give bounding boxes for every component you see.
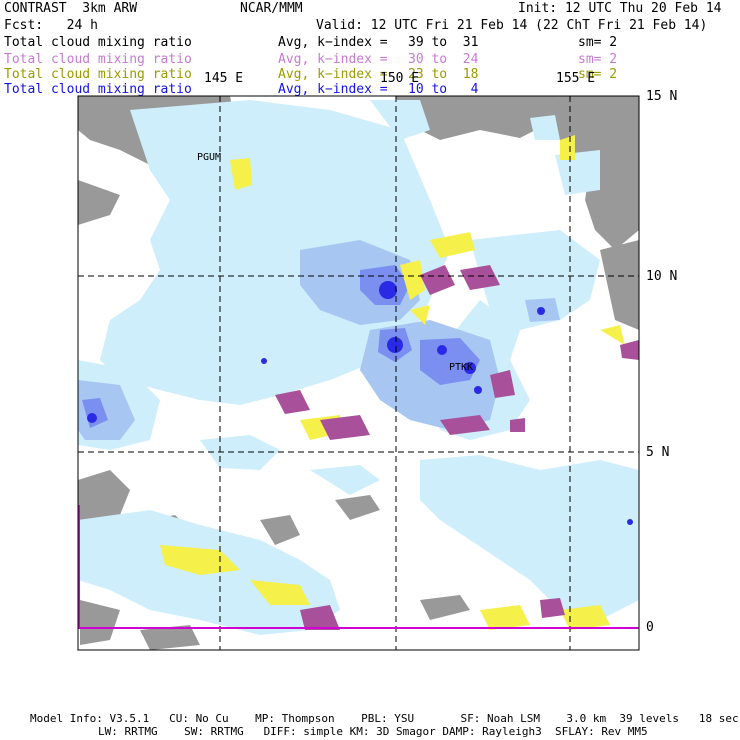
lat-label-5: 5 N: [646, 445, 670, 460]
lat-label-10: 10 N: [646, 269, 678, 284]
legend-range: 10 to 4: [408, 82, 479, 97]
lat-lon-grid: [78, 96, 639, 650]
map-frame: [77, 95, 640, 651]
lon-label-150: 150 E: [380, 71, 420, 86]
purple-cloud-field: [275, 265, 639, 630]
legend-field-name: Total cloud mixing ratio: [4, 82, 192, 97]
legend-range: 39 to 31: [408, 35, 479, 50]
legend-range: 30 to 24: [408, 52, 479, 67]
model-title: CONTRAST 3km ARW: [4, 1, 138, 16]
footer-model-info: Model Info: V3.5.1 CU: No Cu MP: Thompso…: [30, 712, 739, 725]
legend-field-name: Total cloud mixing ratio: [4, 52, 192, 67]
legend-smoothing: sm= 2: [578, 35, 618, 50]
legend-avg-label: Avg, k−index =: [278, 67, 388, 82]
legend-field-name: Total cloud mixing ratio: [4, 67, 192, 82]
lat-label-15: 15 N: [646, 89, 678, 104]
lat-label-0: 0: [646, 620, 654, 635]
organization-label: NCAR/MMM: [240, 1, 303, 16]
valid-time: Valid: 12 UTC Fri 21 Feb 14 (22 ChT Fri …: [316, 18, 708, 33]
init-time: Init: 12 UTC Thu 20 Feb 14: [518, 1, 722, 16]
forecast-hour: Fcst: 24 h: [4, 18, 98, 33]
yellow-cloud-field: [160, 135, 625, 630]
map-fields: [78, 96, 639, 650]
dark-blue-cloud-cores: [87, 281, 633, 525]
footer-physics-info: LW: RRTMG SW: RRTMG DIFF: simple KM: 3D …: [98, 725, 648, 738]
lon-label-145: 145 E: [204, 71, 244, 86]
legend-avg-label: Avg, k−index =: [278, 82, 388, 97]
legend-avg-label: Avg, k−index =: [278, 52, 388, 67]
station-pgum: PGUM: [197, 152, 222, 163]
legend-avg-label: Avg, k−index =: [278, 35, 388, 50]
legend-smoothing: sm= 2: [578, 67, 618, 82]
lon-label-155: 155 E: [556, 71, 596, 86]
station-ptkk: PTKK: [449, 362, 474, 373]
legend-field-name: Total cloud mixing ratio: [4, 35, 192, 50]
legend-smoothing: sm= 2: [578, 52, 618, 67]
legend-range: 23 to 18: [408, 67, 479, 82]
